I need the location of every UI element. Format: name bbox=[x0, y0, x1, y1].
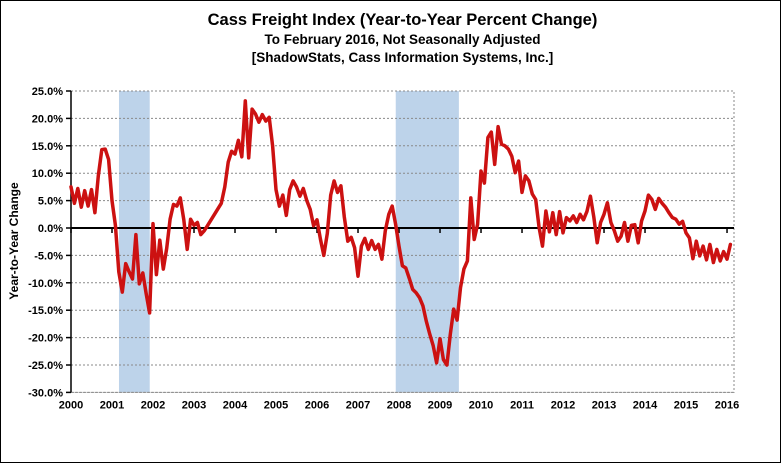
x-tick-label: 2014 bbox=[633, 399, 658, 411]
x-tick-label: 2013 bbox=[592, 399, 616, 411]
x-tick-label: 2015 bbox=[674, 399, 698, 411]
y-tick-label: -5.0% bbox=[34, 250, 63, 262]
x-tick-label: 2001 bbox=[100, 399, 124, 411]
y-tick-label: 15.0% bbox=[32, 141, 63, 153]
plot-border bbox=[70, 90, 735, 393]
y-tick-label: -15.0% bbox=[28, 305, 63, 317]
x-tick-label: 2005 bbox=[264, 399, 288, 411]
y-tick-label: 5.0% bbox=[38, 196, 63, 208]
y-tick-label: -10.0% bbox=[28, 278, 63, 290]
x-tick-label: 2012 bbox=[551, 399, 575, 411]
x-tick-label: 2016 bbox=[715, 399, 739, 411]
chart-header: Cass Freight Index (Year-to-Year Percent… bbox=[71, 9, 734, 67]
x-tick-label: 2007 bbox=[346, 399, 370, 411]
x-tick-label: 2003 bbox=[182, 399, 206, 411]
y-tick-label: 20.0% bbox=[32, 113, 63, 125]
x-tick-label: 2008 bbox=[387, 399, 411, 411]
chart-title: Cass Freight Index (Year-to-Year Percent… bbox=[207, 11, 598, 29]
data-line bbox=[69, 99, 733, 367]
y-tick-label: -30.0% bbox=[28, 387, 63, 399]
chart-source-note: [ShadowStats, Cass Information Systems, … bbox=[251, 50, 554, 65]
x-tick-label: 2000 bbox=[59, 399, 83, 411]
x-tick-label: 2010 bbox=[469, 399, 493, 411]
x-tick-label: 2009 bbox=[428, 399, 452, 411]
chart-subtitle: To February 2016, Not Seasonally Adjuste… bbox=[264, 32, 541, 47]
x-tick-label: 2002 bbox=[141, 399, 165, 411]
x-tick-label: 2004 bbox=[223, 399, 248, 411]
y-tick-label: -25.0% bbox=[28, 360, 63, 372]
x-tick-label: 2006 bbox=[305, 399, 329, 411]
y-tick-label: -20.0% bbox=[28, 333, 63, 345]
y-tick-label: 0.0% bbox=[38, 223, 63, 235]
y-tick-label: 10.0% bbox=[32, 168, 63, 180]
x-tick-label: 2011 bbox=[510, 399, 534, 411]
y-tick-label: 25.0% bbox=[32, 86, 63, 98]
